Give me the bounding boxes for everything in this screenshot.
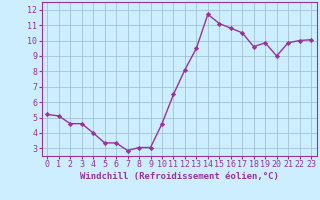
X-axis label: Windchill (Refroidissement éolien,°C): Windchill (Refroidissement éolien,°C) bbox=[80, 172, 279, 181]
